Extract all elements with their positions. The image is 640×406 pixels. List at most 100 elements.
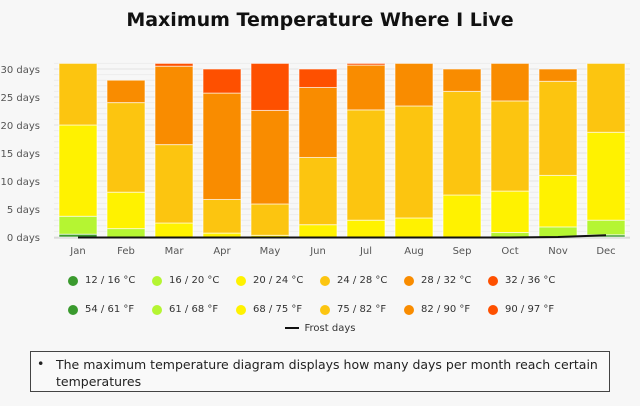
bar-segment[interactable] [58,215,98,235]
x-tick-label: Oct [501,246,518,257]
bullet: • [37,356,45,371]
legend-dot-icon [236,275,246,286]
bar-segment[interactable] [538,174,578,228]
bar-segment[interactable] [442,194,482,238]
legend-item[interactable]: 32 / 36 °C [488,275,572,286]
x-tick-label: Apr [213,246,231,257]
bar-segment[interactable] [298,86,338,158]
bar-segment[interactable] [250,62,290,111]
bar-segment[interactable] [250,203,290,236]
bar-segment[interactable] [202,198,242,234]
legend-dot-icon [488,275,498,286]
legend-label: 16 / 20 °C [169,275,220,286]
bar-segment[interactable] [154,222,194,238]
legend-item[interactable]: 90 / 97 °F [488,304,572,315]
y-tick-label: 5 days [7,205,40,216]
legend-item[interactable]: 16 / 20 °C [152,275,236,286]
bar-segment[interactable] [346,109,386,221]
chart: 0 days 5 days 10 days 15 days 20 days 25 days… [0,62,630,257]
bar-segment[interactable] [490,62,530,102]
x-tick-label: Sep [453,246,472,257]
x-tick-label: Jul [359,246,372,257]
legend-label: 61 / 68 °F [169,304,219,315]
bar-segment[interactable] [106,191,146,230]
x-tick-label: Jun [309,246,326,257]
legend-label: 20 / 24 °C [253,275,304,286]
legend-item[interactable]: 28 / 32 °C [404,275,488,286]
y-tick-label: 15 days [0,149,40,160]
bar-segment[interactable] [298,156,338,226]
y-tick-label: 0 days [7,233,40,244]
legend-label: 75 / 82 °F [337,304,387,315]
bar-segment[interactable] [346,219,386,238]
bar-segment[interactable] [586,219,626,236]
x-tick-label: Feb [117,246,135,257]
bar-segment[interactable] [490,190,530,234]
legend-item-frost-days[interactable]: Frost days [0,320,640,336]
note-text: The maximum temperature diagram displays… [56,357,598,389]
legend-label: 82 / 90 °F [421,304,471,315]
legend-item[interactable]: 12 / 16 °C [68,275,152,286]
bar-segment[interactable] [106,79,146,104]
bar-segment[interactable] [202,68,242,94]
legend-label: 90 / 97 °F [505,304,555,315]
bar-segment[interactable] [106,228,146,238]
bar-segment[interactable] [106,102,146,193]
bar-segment[interactable] [586,131,626,221]
legend-dot-icon [320,275,330,286]
bar-segment[interactable] [490,100,530,192]
legend-label: 68 / 75 °F [253,304,303,315]
legend-label: 28 / 32 °C [421,275,472,286]
bar-segment[interactable] [202,92,242,200]
bar-segment[interactable] [154,62,194,67]
legend-dot-icon [152,304,162,315]
bar-segment[interactable] [442,90,482,196]
x-tick-label: Aug [404,246,424,257]
bar-segment[interactable] [202,232,242,238]
bar-segment[interactable] [298,68,338,88]
legend: 12 / 16 °C 16 / 20 °C 20 / 24 °C 24 / 28 °C… [0,266,640,336]
bar-segment[interactable] [394,217,434,238]
bar-segment[interactable] [586,62,626,133]
bar-segment[interactable] [298,224,338,238]
legend-dot-icon [320,304,330,315]
legend-label: 12 / 16 °C [85,275,136,286]
legend-label: 32 / 36 °C [505,275,556,286]
legend-item[interactable]: 24 / 28 °C [320,275,404,286]
bar-segment[interactable] [346,64,386,111]
bar-segment[interactable] [490,232,530,238]
legend-dot-icon [236,304,246,315]
bar-segment[interactable] [394,62,434,107]
bar-segment[interactable] [58,124,98,217]
y-tick-label: 25 days [0,93,40,104]
legend-label: Frost days [304,322,356,334]
legend-dot-icon [488,304,498,315]
legend-dot-icon [68,304,78,315]
legend-item[interactable]: 75 / 82 °F [320,304,404,315]
bar-segment[interactable] [250,109,290,205]
legend-row-fahrenheit: 54 / 61 °F 61 / 68 °F 68 / 75 °F 75 / 82 °F… [0,295,640,324]
x-tick-label: Jan [69,246,85,257]
bar-segment[interactable] [538,68,578,82]
bar-segment[interactable] [58,62,98,126]
frost-days-line[interactable] [78,234,607,239]
legend-dot-icon [404,304,414,315]
note-box: • The maximum temperature diagram displa… [30,351,610,392]
y-tick-label: 10 days [0,177,40,188]
bar-segment[interactable] [538,80,578,176]
bar-segment[interactable] [394,105,434,219]
legend-item[interactable]: 20 / 24 °C [236,275,320,286]
legend-item[interactable]: 61 / 68 °F [152,304,236,315]
x-tick-label: Nov [548,246,568,257]
legend-item[interactable]: 68 / 75 °F [236,304,320,315]
bar-segment[interactable] [442,68,482,92]
y-tick-label: 30 days [0,65,40,76]
x-tick-label: Dec [596,246,615,257]
bar-segment[interactable] [346,62,386,66]
legend-item[interactable]: 82 / 90 °F [404,304,488,315]
legend-item[interactable]: 54 / 61 °F [68,304,152,315]
x-tick-label: Mar [165,246,185,257]
bar-segment[interactable] [154,65,194,146]
bar-segment[interactable] [154,144,194,224]
legend-label: 24 / 28 °C [337,275,388,286]
